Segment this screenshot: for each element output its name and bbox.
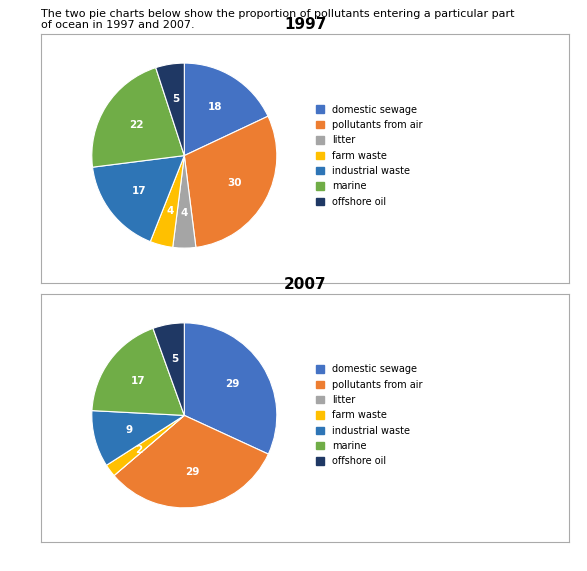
Wedge shape bbox=[184, 323, 277, 454]
Title: 1997: 1997 bbox=[284, 17, 326, 32]
Wedge shape bbox=[93, 155, 184, 242]
Text: The two pie charts below show the proportion of pollutants entering a particular: The two pie charts below show the propor… bbox=[41, 9, 515, 30]
Text: 4: 4 bbox=[181, 208, 188, 218]
Wedge shape bbox=[92, 67, 184, 167]
Wedge shape bbox=[150, 155, 184, 247]
Text: 9: 9 bbox=[125, 425, 133, 435]
Text: 5: 5 bbox=[172, 94, 179, 104]
Text: 30: 30 bbox=[227, 178, 242, 188]
Text: 4: 4 bbox=[166, 206, 174, 216]
Text: 22: 22 bbox=[129, 120, 143, 130]
Title: 2007: 2007 bbox=[284, 276, 326, 292]
Wedge shape bbox=[92, 411, 184, 465]
Wedge shape bbox=[184, 116, 277, 247]
Wedge shape bbox=[156, 63, 184, 155]
Legend: domestic sewage, pollutants from air, litter, farm waste, industrial waste, mari: domestic sewage, pollutants from air, li… bbox=[316, 364, 423, 467]
Wedge shape bbox=[92, 328, 184, 416]
Wedge shape bbox=[114, 416, 268, 508]
Wedge shape bbox=[173, 155, 196, 248]
Text: 5: 5 bbox=[171, 354, 178, 364]
Legend: domestic sewage, pollutants from air, litter, farm waste, industrial waste, mari: domestic sewage, pollutants from air, li… bbox=[316, 104, 423, 207]
Wedge shape bbox=[184, 63, 268, 155]
Text: 29: 29 bbox=[225, 380, 240, 389]
Text: 2: 2 bbox=[134, 445, 142, 455]
Text: 17: 17 bbox=[131, 186, 146, 196]
Wedge shape bbox=[114, 416, 184, 476]
Text: 29: 29 bbox=[185, 467, 200, 477]
Text: 17: 17 bbox=[131, 376, 146, 386]
Wedge shape bbox=[153, 323, 184, 416]
Wedge shape bbox=[106, 416, 184, 476]
Text: 18: 18 bbox=[208, 102, 222, 112]
